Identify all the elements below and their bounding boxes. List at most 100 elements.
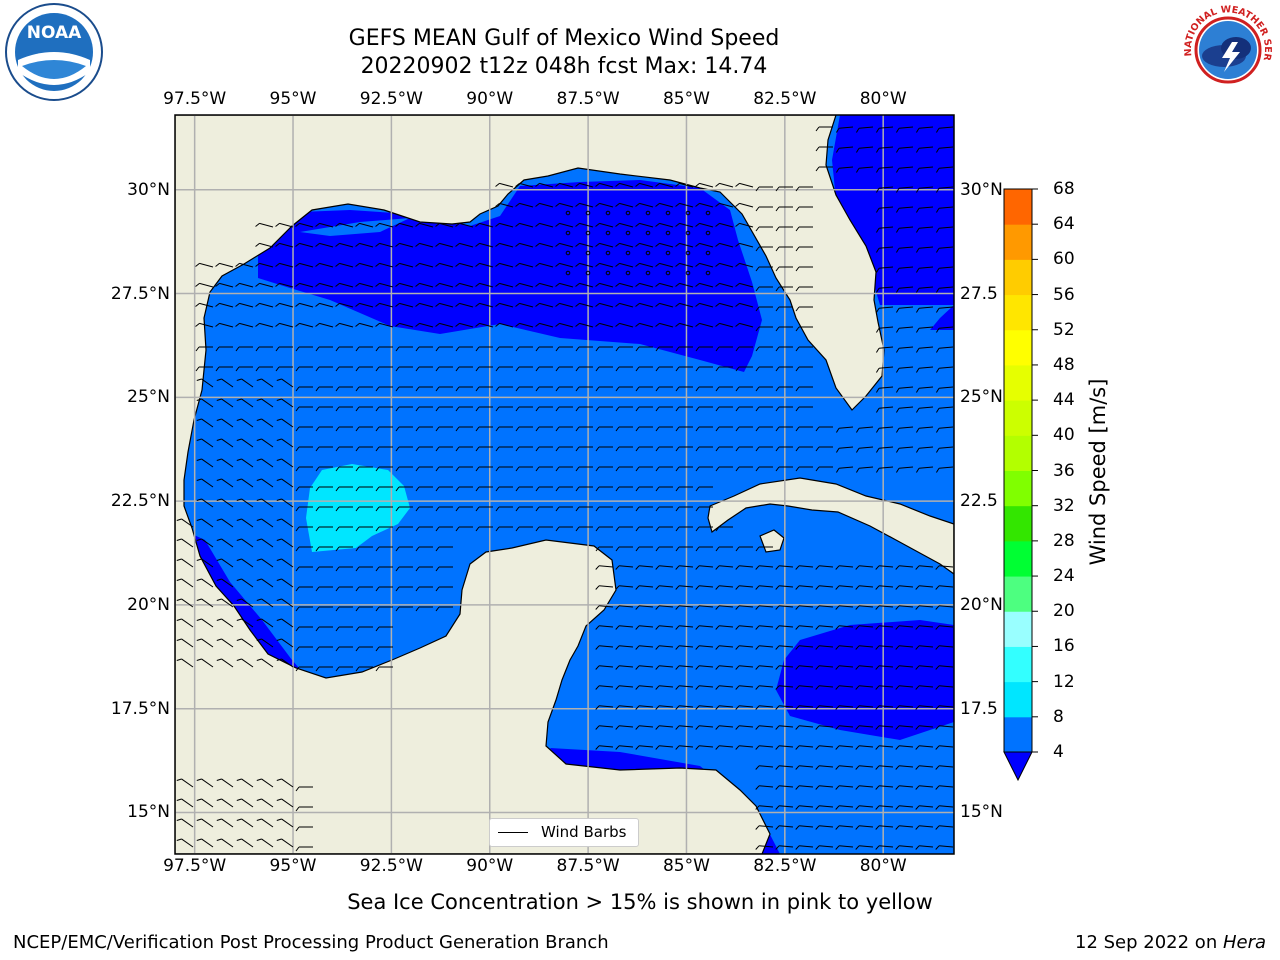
wind-barb [395, 346, 413, 352]
wind-barb [935, 346, 954, 353]
wind-barb [655, 685, 674, 690]
wind-barb [575, 446, 593, 452]
wind-barb [595, 645, 614, 650]
wind-barb [935, 246, 954, 253]
wind-barb [875, 665, 894, 670]
wind-barb [775, 266, 793, 272]
wind-barb [216, 578, 234, 588]
wind-barb [735, 546, 753, 552]
wind-barb [615, 322, 634, 328]
wind-barb [256, 458, 274, 468]
wind-barb [895, 705, 914, 710]
wind-barb [915, 186, 934, 193]
wind-barb [615, 386, 633, 392]
wind-barb [295, 386, 313, 392]
wind-barb [915, 745, 934, 750]
wind-barb [775, 286, 793, 292]
wind-barb [176, 578, 194, 588]
wind-barb [495, 242, 514, 248]
wind-barb [256, 478, 274, 488]
lon-tick-label: 87.5°W [556, 856, 620, 876]
wind-barb [295, 486, 313, 492]
wind-barb [295, 446, 313, 452]
wind-barb [795, 386, 813, 392]
wind-barb [735, 685, 754, 690]
wind-barb [335, 626, 353, 632]
wind-barb [895, 386, 914, 393]
wind-barb [335, 322, 354, 328]
wind-barb [895, 206, 914, 213]
wind-barb [755, 206, 773, 212]
calm-wind-marker [665, 210, 671, 216]
wind-barb [196, 818, 214, 828]
wind-barb [735, 366, 753, 372]
wind-barb [216, 598, 234, 608]
wind-barb [655, 585, 674, 590]
lon-tick-label: 97.5°W [163, 89, 227, 109]
wind-barb [335, 566, 353, 572]
wind-barb [875, 266, 894, 273]
wind-barb [815, 685, 834, 690]
wind-barb [675, 605, 694, 610]
wind-barb [375, 506, 393, 512]
wind-barb [215, 346, 233, 352]
wind-barb [855, 785, 874, 790]
wind-barb [515, 386, 533, 392]
wind-barb [595, 426, 613, 432]
wind-barb [276, 458, 294, 468]
wind-barb [915, 565, 934, 570]
wind-barb [755, 565, 774, 570]
wind-barb [635, 665, 654, 670]
wind-barb [555, 506, 573, 512]
wind-barb [276, 498, 294, 508]
wind-barb [535, 242, 554, 248]
wind-barb [455, 222, 474, 228]
wind-barb [775, 306, 793, 312]
wind-barb [695, 262, 714, 268]
wind-barb [755, 426, 773, 432]
wind-barb [895, 805, 914, 810]
lon-tick-label: 85°W [662, 89, 710, 109]
wind-barb [595, 262, 614, 268]
wind-barb [755, 246, 773, 252]
wind-barb [655, 406, 673, 412]
wind-barb [935, 386, 954, 393]
wind-barb [915, 346, 934, 353]
wind-barb [795, 745, 814, 750]
colorbar-tick-label: 32 [1053, 495, 1075, 516]
wind-barb [795, 326, 813, 332]
wind-barb [355, 322, 374, 328]
wind-barb [775, 565, 794, 570]
wind-barb [315, 222, 334, 228]
colorbar-tick-label: 16 [1053, 636, 1075, 657]
wind-barb [335, 262, 354, 268]
wind-barb [315, 486, 333, 492]
lat-tick-label: 22.5°N [110, 491, 170, 512]
wind-barb [635, 322, 654, 328]
wind-barb [835, 446, 854, 453]
colorbar-swatch [1004, 576, 1032, 612]
wind-barb [935, 625, 954, 630]
wind-barb [875, 126, 894, 133]
wind-barb [355, 222, 374, 228]
wind-barb [215, 262, 234, 268]
wind-barb [455, 486, 473, 492]
wind-barb [495, 202, 514, 208]
wind-barb [256, 638, 274, 648]
wind-barb [196, 798, 214, 808]
wind-barb [295, 666, 313, 672]
wind-barb [215, 366, 233, 372]
wind-barb [315, 242, 334, 248]
wind-barb [216, 818, 234, 828]
wind-barb [415, 322, 434, 328]
wind-barb [895, 665, 914, 670]
wind-barb [236, 658, 254, 668]
calm-wind-marker [625, 210, 631, 216]
lon-tick-label: 85°W [662, 856, 710, 876]
wind-barb [755, 446, 773, 452]
wind-barb [715, 585, 734, 590]
wind-barb [196, 378, 214, 388]
wind-barb [335, 466, 353, 472]
wind-barb [655, 302, 674, 308]
wind-barb [915, 146, 934, 153]
